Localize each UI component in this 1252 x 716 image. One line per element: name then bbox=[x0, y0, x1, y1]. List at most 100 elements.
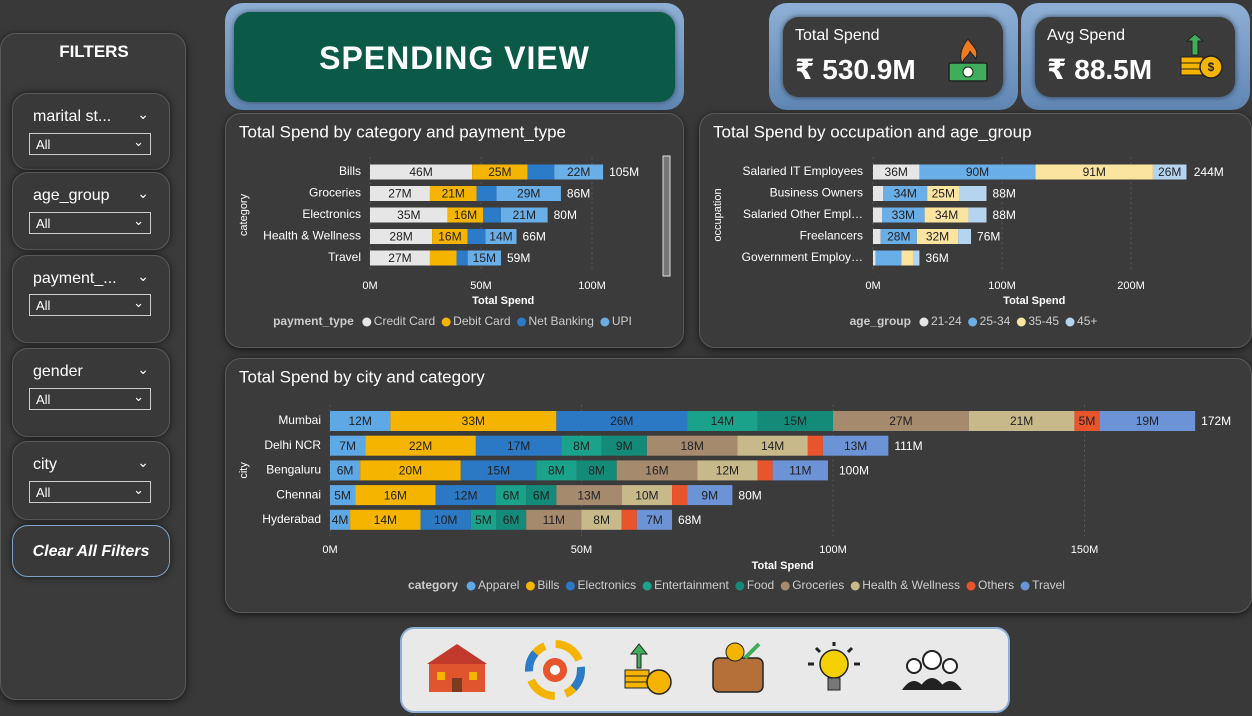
x-tick-label: 50M bbox=[571, 544, 592, 556]
bar-segment bbox=[601, 435, 647, 456]
bar-segment bbox=[757, 460, 773, 481]
bar-segment bbox=[370, 250, 430, 266]
filter-collapse[interactable]: ⌄ bbox=[137, 268, 149, 284]
nav-insights[interactable] bbox=[808, 642, 860, 691]
bar-segment bbox=[475, 435, 562, 456]
bar-segment bbox=[621, 509, 637, 530]
bar-segment bbox=[882, 207, 925, 223]
chart-title: Total Spend by city and category bbox=[239, 367, 485, 386]
bar-segment bbox=[360, 460, 461, 481]
chart-panel: Total Spend by occupation and age_group 0… bbox=[699, 113, 1252, 348]
x-tick-label: 150M bbox=[1071, 544, 1099, 556]
clear-filters-button[interactable]: Clear All Filters bbox=[12, 525, 170, 577]
dropdown-arrow: ⌄ bbox=[133, 482, 144, 497]
legend-label: Credit Card bbox=[374, 314, 435, 328]
bar-segment bbox=[330, 435, 366, 456]
filter-card: payment_... ⌄ All ⌄ bbox=[12, 255, 170, 343]
data-label: 5M bbox=[1079, 414, 1096, 428]
data-label: 27M bbox=[388, 187, 411, 201]
bar-segment bbox=[370, 229, 433, 244]
data-label: 13M bbox=[844, 439, 867, 453]
filter-collapse[interactable]: ⌄ bbox=[137, 361, 149, 377]
legend: category Apparel Bills Electronics Entertain… bbox=[408, 578, 1065, 592]
data-label: 6M bbox=[533, 488, 550, 502]
bar-segment bbox=[901, 250, 913, 266]
bar-segment bbox=[485, 229, 517, 244]
data-label: 7M bbox=[339, 439, 356, 453]
title-frame: SPENDING VIEW bbox=[225, 3, 684, 110]
filter-dropdown[interactable]: All ⌄ bbox=[29, 133, 151, 155]
filter-dropdown[interactable]: All ⌄ bbox=[29, 481, 151, 503]
bar-segment bbox=[621, 485, 673, 506]
data-label: 33M bbox=[462, 414, 485, 428]
y-tick-label: Delhi NCR bbox=[264, 438, 321, 452]
legend-label: 21-24 bbox=[931, 314, 962, 328]
bar-segment bbox=[526, 509, 582, 530]
legend-label: Debit Card bbox=[453, 314, 510, 328]
bar-segment bbox=[355, 485, 436, 506]
data-label: 22M bbox=[409, 439, 432, 453]
filter-dropdown[interactable]: All ⌄ bbox=[29, 212, 151, 234]
bar-segment bbox=[1099, 411, 1196, 431]
legend-swatch bbox=[362, 317, 372, 327]
data-label: 26M bbox=[1158, 165, 1181, 179]
total-label: 100M bbox=[839, 464, 869, 478]
legend-label: Health & Wellness bbox=[862, 578, 960, 592]
bar-segment bbox=[1152, 164, 1187, 180]
bar-segment bbox=[370, 207, 448, 223]
legend-label: Bills bbox=[537, 578, 559, 592]
data-label: 10M bbox=[635, 488, 658, 502]
bar-segment bbox=[636, 509, 673, 530]
filter-dropdown[interactable]: All ⌄ bbox=[29, 388, 151, 410]
data-label: 13M bbox=[577, 488, 600, 502]
data-label: 34M bbox=[935, 208, 958, 222]
nav-wallet[interactable] bbox=[712, 642, 764, 693]
bar-segment bbox=[576, 460, 617, 481]
data-label: 19M bbox=[1136, 414, 1159, 428]
bar-segment bbox=[883, 186, 928, 201]
bar-segment bbox=[873, 186, 884, 201]
filter-value: All bbox=[36, 392, 51, 407]
legend-swatch bbox=[850, 581, 860, 591]
data-label: 27M bbox=[889, 414, 912, 428]
data-label: 91M bbox=[1083, 165, 1106, 179]
data-label: 8M bbox=[573, 439, 590, 453]
y-tick-label: Chennai bbox=[276, 487, 321, 501]
bar-segment bbox=[483, 207, 501, 223]
kpi-value: ₹ 530.9M bbox=[795, 54, 916, 85]
filter-dropdown[interactable]: All ⌄ bbox=[29, 294, 151, 316]
y-tick-label: Hyderabad bbox=[262, 512, 321, 526]
data-label: 12M bbox=[454, 488, 477, 502]
filter-label: gender bbox=[33, 363, 83, 380]
legend-label: Groceries bbox=[792, 578, 844, 592]
data-label: 27M bbox=[388, 251, 411, 265]
data-label: 9M bbox=[616, 439, 633, 453]
legend-swatch bbox=[735, 581, 745, 591]
data-label: 8M bbox=[548, 464, 565, 478]
filter-collapse[interactable]: ⌄ bbox=[137, 106, 149, 122]
total-label: 36M bbox=[925, 251, 948, 265]
nav-home[interactable] bbox=[427, 644, 487, 692]
x-tick-label: 0M bbox=[322, 544, 337, 556]
filter-collapse[interactable]: ⌄ bbox=[137, 454, 149, 470]
bar-segment bbox=[429, 250, 457, 266]
bar-segment bbox=[330, 485, 356, 506]
data-label: 17M bbox=[507, 439, 530, 453]
filter-collapse[interactable]: ⌄ bbox=[137, 185, 149, 201]
legend-swatch bbox=[441, 317, 451, 327]
total-label: 66M bbox=[523, 230, 546, 244]
y-axis-label: occupation bbox=[712, 188, 724, 241]
bar-segment bbox=[924, 207, 969, 223]
total-label: 111M bbox=[894, 439, 922, 453]
scrollbar bbox=[662, 155, 671, 277]
x-tick-label: 100M bbox=[819, 544, 847, 556]
data-label: 16M bbox=[645, 464, 668, 478]
nav-spending[interactable] bbox=[624, 643, 672, 695]
bar-segment bbox=[527, 164, 555, 180]
nav-segments[interactable] bbox=[525, 640, 585, 700]
kpi-value: ₹ 88.5M bbox=[1047, 54, 1153, 85]
legend-swatch bbox=[1016, 317, 1026, 327]
bar-segment bbox=[500, 207, 548, 223]
nav-people[interactable] bbox=[902, 650, 962, 690]
kpi-label: Total Spend bbox=[795, 27, 880, 44]
